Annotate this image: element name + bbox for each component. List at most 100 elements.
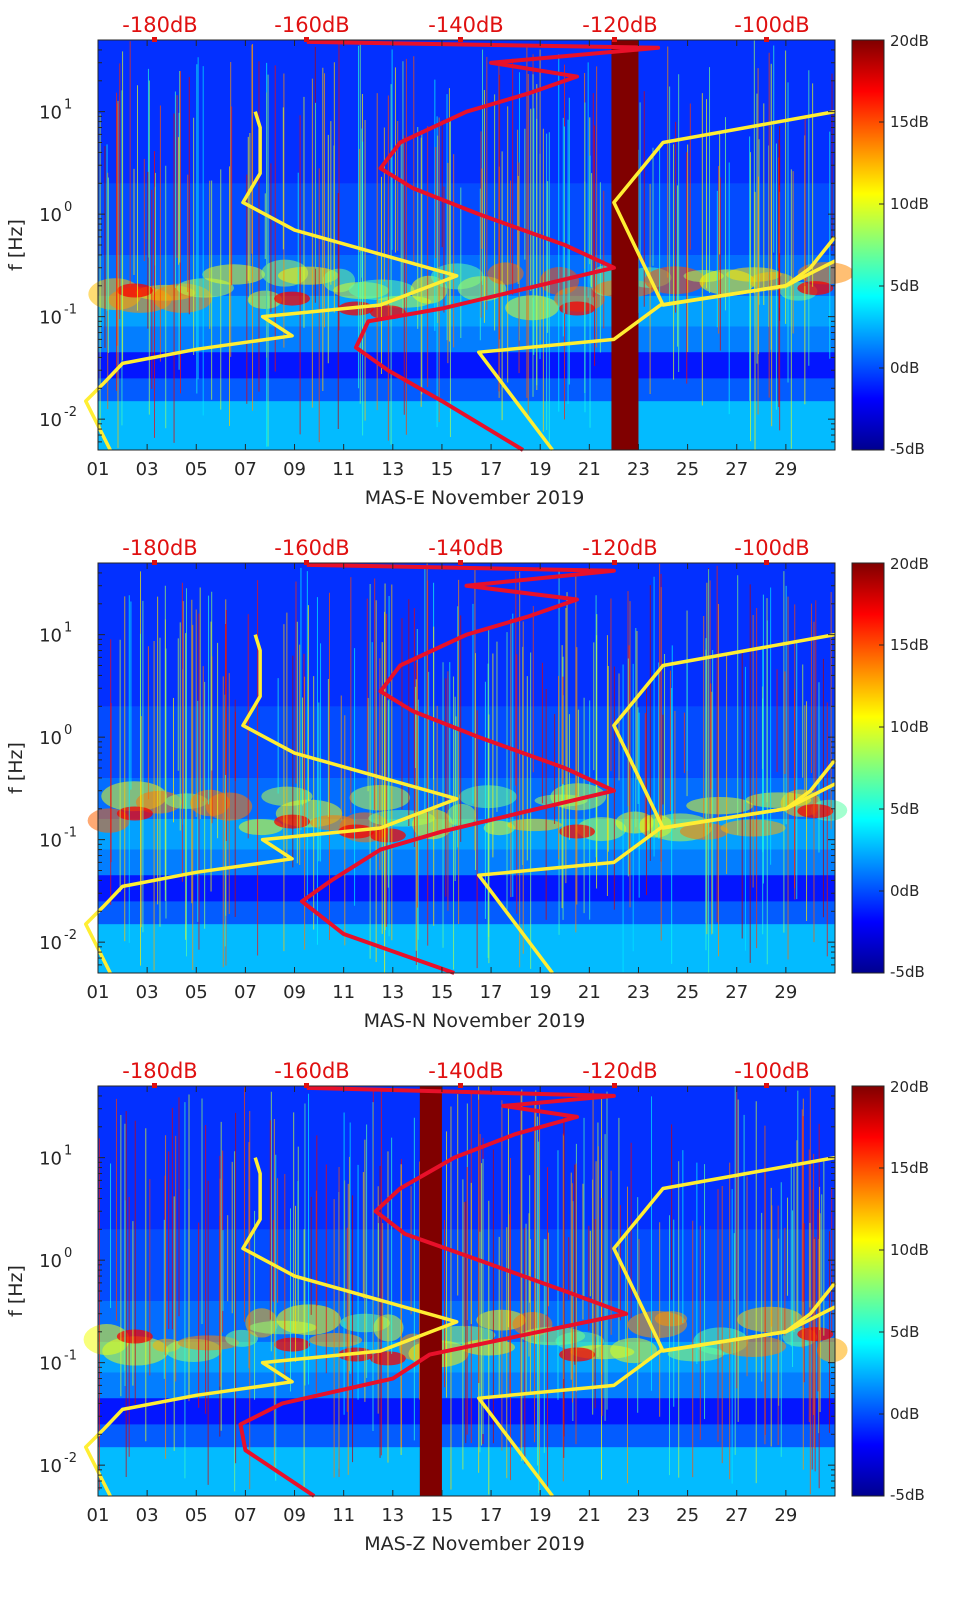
top-db-label: -140dB — [428, 1059, 503, 1083]
x-tick-label: 17 — [480, 459, 503, 480]
top-db-label: -160dB — [274, 536, 349, 560]
y-tick-label: 10 — [39, 205, 62, 226]
y-tick-exponent: -1 — [64, 303, 77, 318]
top-db-label: -180dB — [122, 13, 197, 37]
energy-blob — [506, 818, 562, 832]
x-tick-label: 29 — [774, 1505, 797, 1526]
y-tick-label: 10 — [39, 1354, 62, 1375]
colorbar-label: -5dB — [890, 440, 925, 458]
x-tick-label: 07 — [234, 982, 257, 1003]
y-tick-label: 10 — [39, 308, 62, 329]
x-tick-label: 01 — [87, 459, 110, 480]
top-db-label: -100dB — [734, 1059, 809, 1083]
x-tick-label: 11 — [332, 1505, 355, 1526]
y-tick-exponent: 1 — [64, 98, 72, 113]
top-db-label: -180dB — [122, 536, 197, 560]
db-marker — [304, 560, 309, 565]
y-tick-exponent: -1 — [64, 826, 77, 841]
colorbar-gradient — [851, 562, 885, 974]
x-tick-label: 25 — [676, 982, 699, 1003]
y-axis-label: f [Hz] — [5, 1265, 27, 1317]
x-tick-label: 23 — [627, 459, 650, 480]
colorbar-label: 10dB — [890, 718, 929, 736]
energy-blob — [247, 290, 283, 310]
db-marker — [304, 1083, 309, 1088]
energy-patch — [116, 283, 153, 298]
colorbar-label: 5dB — [890, 800, 919, 818]
colorbar-label: 15dB — [890, 636, 929, 654]
db-marker — [152, 560, 157, 565]
x-tick-label: 17 — [480, 982, 503, 1003]
x-axis-label: MAS-E November 2019 — [365, 487, 585, 509]
x-tick-label: 19 — [529, 1505, 552, 1526]
top-db-label: -160dB — [274, 13, 349, 37]
y-tick-label: 10 — [39, 831, 62, 852]
energy-patch — [797, 281, 834, 296]
x-tick-label: 21 — [578, 982, 601, 1003]
colorbar: 20dB 15dB 10dB 5dB 0dB -5dB — [851, 1078, 929, 1504]
x-tick-label: 09 — [283, 459, 306, 480]
y-axis-label: f [Hz] — [5, 742, 27, 794]
spectrogram-band — [98, 1424, 835, 1448]
top-db-label: -100dB — [734, 536, 809, 560]
energy-blob — [610, 1337, 657, 1364]
energy-blob — [202, 264, 266, 285]
spectrogram — [87, 563, 848, 973]
x-tick-label: 29 — [774, 982, 797, 1003]
y-tick-label: 10 — [39, 626, 62, 647]
colorbar-label: -5dB — [890, 1486, 925, 1504]
top-db-label: -180dB — [122, 1059, 197, 1083]
x-tick-label: 25 — [676, 1505, 699, 1526]
top-db-label: -120dB — [582, 536, 657, 560]
model-curves — [83, 562, 837, 975]
db-marker — [612, 1083, 617, 1088]
spectrogram-band — [98, 901, 835, 925]
energy-patch — [559, 1347, 596, 1362]
db-marker — [152, 37, 157, 42]
energy-blob — [505, 295, 559, 321]
top-db-label: -120dB — [582, 1059, 657, 1083]
y-axis-label: f [Hz] — [5, 219, 27, 271]
x-tick-label: 27 — [725, 982, 748, 1003]
x-tick-label: 17 — [480, 1505, 503, 1526]
x-tick-label: 29 — [774, 459, 797, 480]
x-tick-label: 19 — [529, 982, 552, 1003]
x-tick-label: 25 — [676, 459, 699, 480]
spectrogram-band — [98, 875, 835, 902]
top-db-label: -120dB — [582, 13, 657, 37]
x-tick-label: 01 — [87, 982, 110, 1003]
x-tick-label: 15 — [430, 1505, 453, 1526]
y-tick-label: 10 — [39, 103, 62, 124]
y-tick-exponent: -2 — [64, 928, 77, 943]
x-tick-label: 09 — [283, 982, 306, 1003]
y-tick-label: 10 — [39, 1456, 62, 1477]
x-axis-label: MAS-N November 2019 — [364, 1010, 586, 1032]
x-tick-label: 15 — [430, 982, 453, 1003]
y-tick-exponent: 0 — [64, 723, 72, 738]
energy-patch — [274, 291, 311, 306]
colorbar-label: 5dB — [890, 277, 919, 295]
energy-blob — [446, 803, 476, 827]
noise-model-curve — [83, 634, 459, 974]
psd-red-curve — [238, 1085, 629, 1498]
colorbar-label: 5dB — [890, 1323, 919, 1341]
y-tick-exponent: -2 — [64, 405, 77, 420]
energy-patch — [274, 1337, 311, 1352]
spectrogram-band — [98, 1447, 835, 1496]
colorbar: 20dB 15dB 10dB 5dB 0dB -5dB — [851, 555, 929, 981]
x-tick-label: 05 — [185, 459, 208, 480]
energy-blob — [487, 262, 524, 285]
colorbar-label: 0dB — [890, 882, 919, 900]
y-tick-exponent: -2 — [64, 1451, 77, 1466]
db-marker — [612, 560, 617, 565]
spectrogram-band — [98, 924, 835, 973]
y-tick-exponent: 0 — [64, 1246, 72, 1261]
colorbar-label: 15dB — [890, 1159, 929, 1177]
db-marker — [764, 560, 769, 565]
psd-red-curve — [306, 39, 661, 452]
top-db-label: -140dB — [428, 536, 503, 560]
